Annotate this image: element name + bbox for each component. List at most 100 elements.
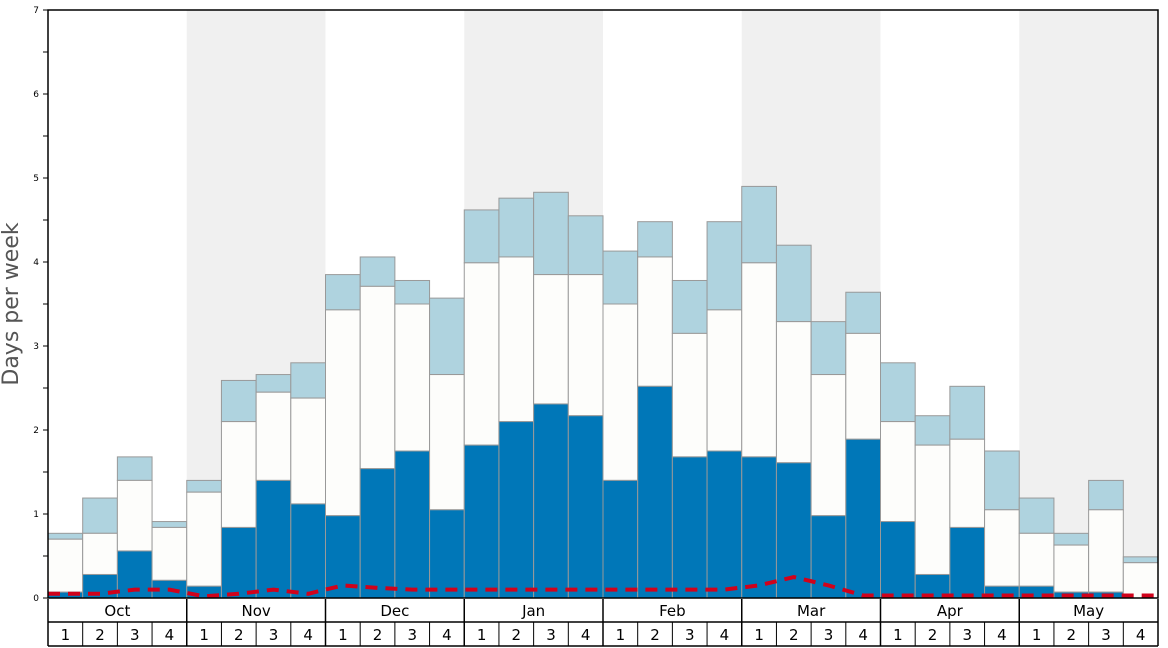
week-label: 1 [754,626,764,644]
bar-stack [533,191,569,599]
bar-light-segment [845,291,881,334]
week-label: 2 [373,626,383,644]
bar-stack [463,209,500,599]
week-label: 4 [442,626,452,644]
week-label: 1 [477,626,487,644]
bar-white-segment [880,421,916,523]
bar-stack [637,221,673,599]
bar-white-segment [325,309,361,517]
bar-dark-segment [255,479,292,599]
bar-white-segment [1088,509,1124,593]
y-axis-label: Days per week [0,222,24,385]
bar-dark-segment [359,468,396,599]
bar-light-segment [949,385,986,440]
bar-light-segment [914,415,951,446]
bar-white-segment [810,374,847,517]
bar-dark-segment [949,526,986,599]
bar-dark-segment [463,444,500,599]
bar-stack [116,456,153,599]
bar-light-segment [47,532,84,540]
dashed-series-path [48,574,1158,599]
dashed-series-line [48,574,1158,599]
week-label: 4 [581,626,591,644]
week-label: 3 [685,626,695,644]
week-label: 1 [893,626,903,644]
y-tick-label: 0 [33,594,39,604]
bar-white-segment [567,274,604,417]
week-label: 3 [130,626,140,644]
bar-dark-segment [602,479,639,599]
bar-light-segment [220,379,257,423]
bar-white-segment [706,309,743,452]
y-tick-label: 3 [33,342,39,352]
week-label: 4 [303,626,313,644]
bar-stack [325,274,361,599]
bar-stack [359,256,396,599]
bar-dark-segment [429,509,465,599]
bar-white-segment [463,262,500,446]
bar-light-segment [775,244,812,323]
week-label: 3 [962,626,972,644]
bar-dark-segment [741,456,777,599]
bar-dark-segment [82,573,118,599]
month-label: Feb [659,602,686,620]
bar-dark-segment [671,456,708,599]
y-tick-label: 1 [33,510,39,520]
week-label: 3 [269,626,279,644]
bar-white-segment [741,262,777,458]
week-label: 4 [720,626,730,644]
week-label: 2 [512,626,522,644]
bar-stack [602,250,639,599]
bar-dark-segment [394,450,431,599]
week-label: 4 [165,626,175,644]
bar-light-segment [637,221,673,258]
bar-white-segment [220,421,257,528]
month-label: Dec [380,602,409,620]
bar-stack [671,279,708,599]
month-label: Mar [797,602,826,620]
bar-dark-segment [637,385,673,599]
bar-light-segment [463,209,500,264]
bar-stack [1122,556,1159,599]
bar-light-segment [359,256,396,287]
week-label: 1 [199,626,209,644]
week-label: 2 [95,626,105,644]
bar-light-segment [810,321,847,376]
bar-white-segment [290,397,326,505]
week-label: 4 [858,626,868,644]
bar-stack [394,279,431,599]
bar-dark-segment [220,526,257,599]
bar-light-segment [82,497,118,534]
bar-stack [82,497,118,599]
week-label: 2 [650,626,660,644]
bar-stack [255,374,292,599]
bar-dark-segment [290,503,326,599]
bar-stack [1088,479,1124,599]
bar-dark-segment [706,450,743,599]
week-label: 2 [234,626,244,644]
bar-white-segment [671,332,708,458]
bar-stack [845,291,881,599]
bar-stack [47,532,84,599]
bar-white-segment [637,256,673,387]
week-label: 3 [546,626,556,644]
bar-white-segment [533,274,569,405]
bar-light-segment [602,250,639,305]
bar-light-segment [1018,497,1055,534]
y-tick-label: 2 [33,426,39,436]
week-label: 4 [997,626,1007,644]
week-label: 4 [1136,626,1146,644]
bar-light-segment [880,362,916,423]
bar-light-segment [498,197,535,258]
bar-stack [949,385,986,599]
bar-dark-segment [498,421,535,599]
bar-light-segment [1122,556,1159,564]
bar-stack [429,297,465,599]
x-axis-month-week-labels: Oct 1 2 3 4 Nov 1 2 3 4 Dec 1 2 3 4 Jan 1 2 3 4 Feb 1 2 3 4 Mar 1 2… [47,599,1159,647]
y-tick-label: 5 [33,174,39,184]
bar-white-segment [47,538,84,593]
week-label: 1 [1032,626,1042,644]
bar-white-segment [498,256,535,423]
bar-white-segment [845,332,881,440]
